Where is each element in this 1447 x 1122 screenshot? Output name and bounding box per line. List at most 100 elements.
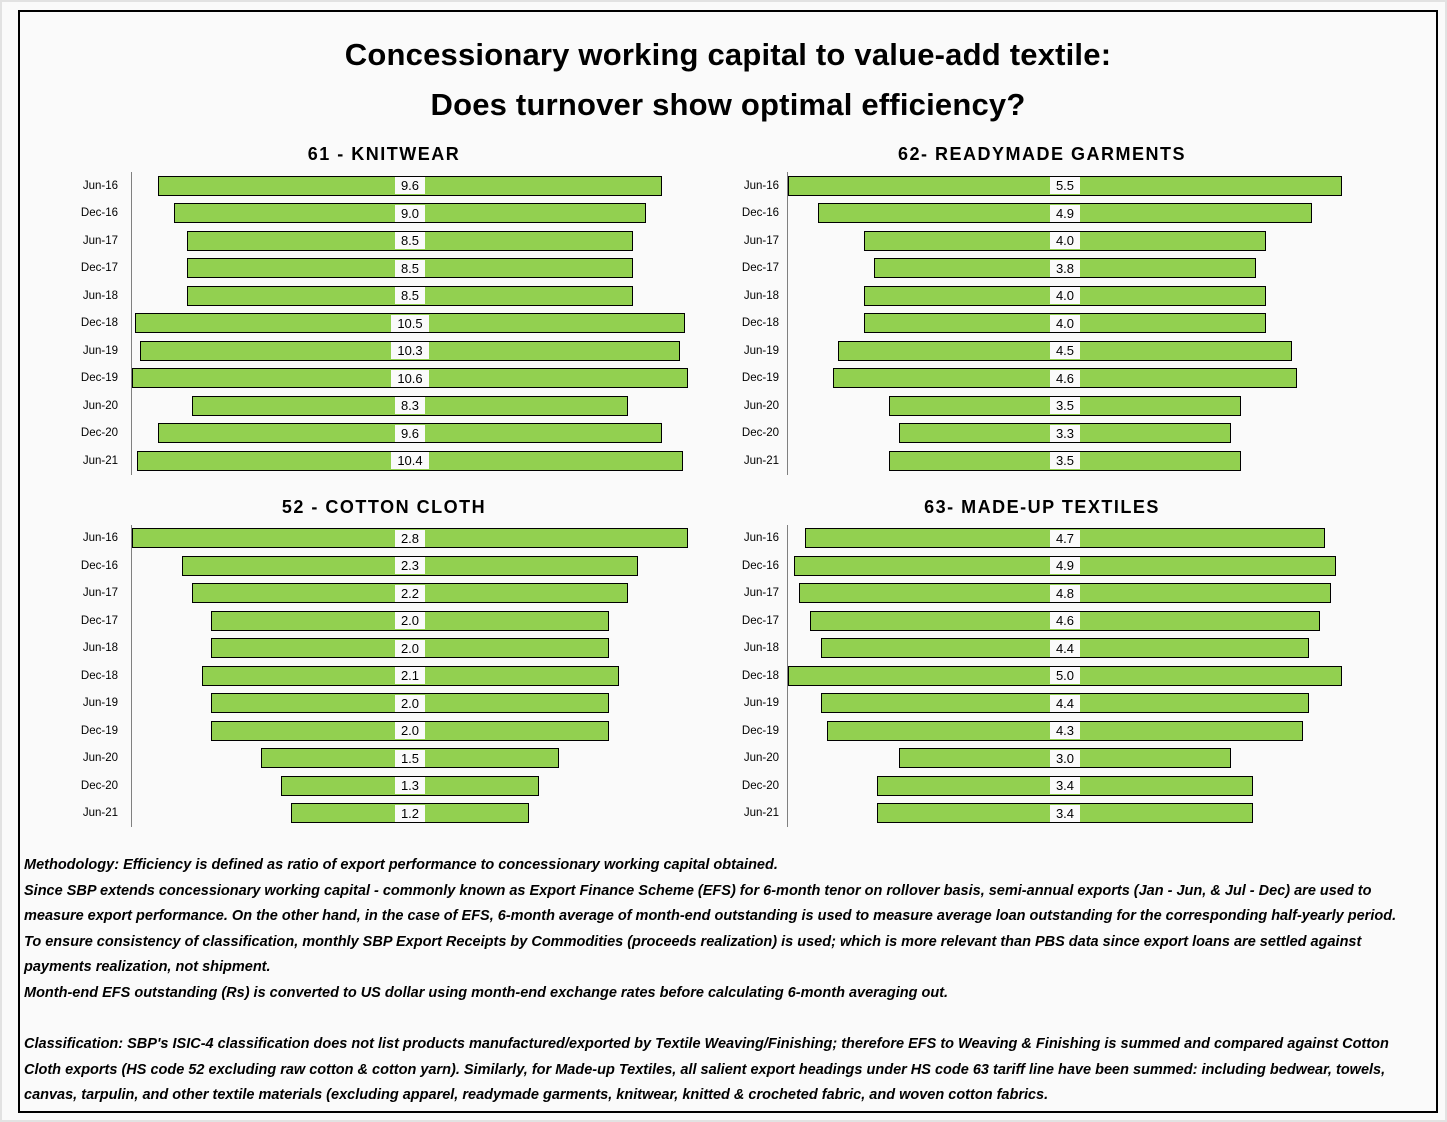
bar-row: 4.6 [788, 607, 1342, 635]
category-label: Jun-19 [82, 344, 118, 357]
category-label: Dec-19 [80, 372, 118, 385]
category-label: Dec-19 [741, 372, 779, 385]
chart-title: 62- READYMADE GARMENTS [897, 144, 1187, 164]
bar-value-label: 4.4 [1049, 639, 1081, 657]
bar-row: 2.1 [132, 662, 688, 690]
bar-value-label: 2.0 [394, 694, 426, 712]
bar-value-label: 4.9 [1049, 557, 1081, 575]
category-label: Jun-21 [82, 454, 118, 467]
category-label: Dec-16 [80, 559, 118, 572]
chart-body: Jun-16 Dec-16 Jun-17 Dec-17 Jun-18 Dec-18 Jun-… [742, 172, 1342, 475]
bar-row: 4.0 [788, 282, 1342, 310]
bar: 4.6 [833, 368, 1297, 389]
category-label: Jun-21 [82, 807, 118, 820]
bar: 4.6 [810, 610, 1320, 631]
chart-cotton-cloth: 52 - COTTON CLOTH Jun-16 Dec-16 Jun-17 Dec-… [80, 495, 688, 828]
bar: 9.6 [158, 423, 662, 444]
bar-row: 3.0 [788, 745, 1342, 773]
bar-value-label: 9.0 [394, 204, 426, 222]
bar: 8.5 [187, 285, 633, 306]
chart-body: Jun-16 Dec-16 Jun-17 Dec-17 Jun-18 Dec-18 Jun-… [80, 172, 688, 475]
bar-value-label: 8.5 [394, 287, 426, 305]
bar: 4.9 [793, 555, 1337, 576]
category-label: Jun-19 [82, 697, 118, 710]
bar-row: 1.5 [132, 745, 688, 773]
bar-row: 1.2 [132, 800, 688, 828]
bar-value-label: 3.4 [1049, 804, 1081, 822]
bar-row: 2.3 [132, 552, 688, 580]
bar-value-label: 2.1 [394, 667, 426, 685]
category-label: Jun-16 [743, 532, 779, 545]
charts-grid: 61 - KNITWEAR Jun-16 Dec-16 Jun-17 Dec-17 Ju… [80, 142, 1436, 827]
bar-row: 8.5 [132, 255, 688, 283]
category-label: Jun-20 [82, 399, 118, 412]
category-label: Dec-20 [80, 427, 118, 440]
category-label: Dec-16 [741, 559, 779, 572]
bar: 4.9 [818, 203, 1312, 224]
bar-row: 4.0 [788, 227, 1342, 255]
bar-value-label: 4.5 [1049, 342, 1081, 360]
bar-value-label: 8.5 [394, 259, 426, 277]
category-label: Dec-20 [80, 779, 118, 792]
bar-row: 4.7 [788, 525, 1342, 553]
bar: 4.4 [821, 693, 1309, 714]
bar-row: 5.0 [788, 662, 1342, 690]
bar-value-label: 3.4 [1049, 777, 1081, 795]
bar-row: 2.0 [132, 607, 688, 635]
bar-row: 9.0 [132, 200, 688, 228]
bar: 9.6 [158, 175, 662, 196]
bar: 1.2 [290, 803, 530, 824]
bar-value-label: 5.5 [1049, 177, 1081, 195]
bar: 1.5 [261, 748, 559, 769]
bar-value-label: 4.3 [1049, 722, 1081, 740]
bar-value-label: 2.0 [394, 612, 426, 630]
bar-row: 2.0 [132, 717, 688, 745]
bar-value-label: 4.0 [1049, 314, 1081, 332]
bar-value-label: 2.8 [394, 529, 426, 547]
bar-value-label: 8.5 [394, 232, 426, 250]
bar-row: 4.4 [788, 690, 1342, 718]
category-label: Jun-17 [743, 587, 779, 600]
category-label: Dec-18 [80, 317, 118, 330]
bar: 9.0 [173, 203, 647, 224]
bar: 2.8 [132, 528, 688, 549]
bar: 8.5 [187, 258, 633, 279]
bar-row: 10.5 [132, 310, 688, 338]
category-axis: Jun-16 Dec-16 Jun-17 Dec-17 Jun-18 Dec-18 Jun-… [80, 172, 131, 475]
chart-body: Jun-16 Dec-16 Jun-17 Dec-17 Jun-18 Dec-18 Jun-… [741, 524, 1342, 827]
bar-row: 4.8 [788, 580, 1342, 608]
bar-row: 10.6 [132, 365, 688, 393]
bar-value-label: 2.2 [394, 584, 426, 602]
bar-row: 5.5 [788, 172, 1342, 200]
bar-row: 4.9 [788, 200, 1342, 228]
bar-row: 4.3 [788, 717, 1342, 745]
bar: 2.0 [211, 720, 609, 741]
bar: 3.4 [876, 775, 1254, 796]
category-label: Dec-20 [741, 779, 779, 792]
bar-row: 8.5 [132, 282, 688, 310]
category-label: Jun-20 [82, 752, 118, 765]
chart-made-up-textiles: 63- MADE-UP TEXTILES Jun-16 Dec-16 Jun-17 D… [741, 495, 1342, 827]
bar-row: 4.9 [788, 552, 1342, 580]
bar: 3.5 [888, 395, 1242, 416]
bar-value-label: 2.0 [394, 722, 426, 740]
category-label: Jun-16 [82, 532, 118, 545]
bar-value-label: 4.6 [1049, 369, 1081, 387]
bar: 3.5 [888, 450, 1242, 471]
chart-frame: Concessionary working capital to value-a… [18, 10, 1438, 1113]
bar-value-label: 1.3 [394, 777, 426, 795]
note-paragraph: Since SBP extends concessionary working … [24, 882, 1397, 925]
category-label: Jun-19 [743, 697, 779, 710]
bar: 1.3 [280, 775, 540, 796]
note-paragraph: To ensure consistency of classification,… [24, 933, 1362, 976]
bar-row: 3.8 [788, 255, 1342, 283]
category-axis: Jun-16 Dec-16 Jun-17 Dec-17 Jun-18 Dec-18 Jun-… [742, 172, 787, 475]
bar-value-label: 10.3 [391, 342, 429, 360]
category-label: Jun-16 [743, 179, 779, 192]
bar: 3.8 [873, 258, 1257, 279]
category-label: Dec-19 [741, 724, 779, 737]
bar-value-label: 1.2 [394, 804, 426, 822]
bar: 5.0 [788, 665, 1342, 686]
bar-value-label: 3.3 [1049, 424, 1081, 442]
chart-title: 63- MADE-UP TEXTILES [924, 496, 1160, 517]
